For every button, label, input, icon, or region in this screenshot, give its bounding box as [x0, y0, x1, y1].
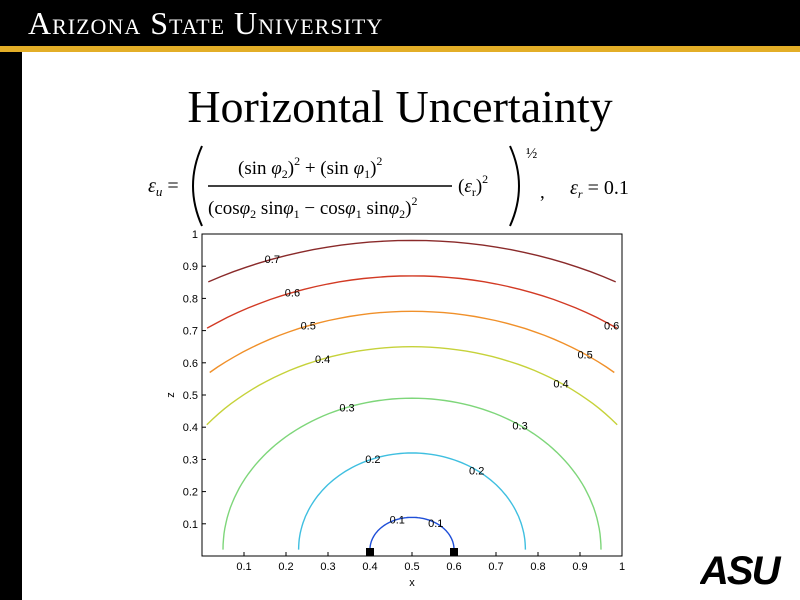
asu-logo: ASU	[700, 549, 784, 588]
contour-line-0.6	[206, 275, 618, 329]
y-tick-label: 1	[192, 229, 198, 241]
left-side-bar	[0, 52, 22, 600]
equation-lhs: εu =	[148, 175, 179, 199]
contour-label-0.4: 0.4	[553, 378, 568, 390]
right-big-paren	[509, 145, 520, 227]
contour-label-0.6: 0.6	[285, 287, 300, 299]
y-tick-label: 0.2	[183, 487, 198, 499]
y-tick-label: 0.4	[183, 422, 198, 434]
slide-title: Horizontal Uncertainty	[187, 81, 613, 132]
contour-label-0.2: 0.2	[469, 465, 484, 477]
x-tick-label: 0.1	[236, 561, 251, 573]
contour-label-0.4: 0.4	[315, 354, 330, 366]
plot-area	[201, 233, 623, 557]
equation-numerator: (sin φ2)2 + (sin φ1)2	[238, 154, 382, 181]
y-tick-label: 0.8	[183, 293, 198, 305]
y-tick-label: 0.9	[183, 261, 198, 273]
x-tick-label: 0.9	[572, 561, 587, 573]
x-tick-label: 0.4	[362, 561, 377, 573]
contour-label-0.2: 0.2	[365, 454, 380, 466]
uncertainty-equation: εu = (sin φ2)2 + (sin φ1)2 (cosφ2 sinφ1 …	[148, 145, 629, 227]
y-tick-label: 0.3	[183, 454, 198, 466]
gold-divider	[0, 46, 800, 52]
x-tick-label: 0.5	[404, 561, 419, 573]
university-name: Arizona State University	[28, 5, 384, 41]
x-tick-label: 1	[619, 561, 625, 573]
contour-line-0.7	[208, 239, 616, 283]
y-axis-label: z	[165, 392, 177, 398]
contour-label-0.1: 0.1	[390, 514, 405, 526]
contour-line-0.3	[222, 397, 602, 550]
contour-lines	[206, 239, 618, 550]
contour-label-0.5: 0.5	[577, 349, 592, 361]
x-axis-ticks: 0.1 0.2 0.3 0.4 0.5 0.6 0.7 0.8 0.9 1	[236, 552, 625, 573]
y-tick-label: 0.1	[183, 519, 198, 531]
x-tick-label: 0.2	[278, 561, 293, 573]
contour-label-0.5: 0.5	[301, 321, 316, 333]
x-axis-label: x	[409, 577, 415, 589]
x-tick-label: 0.7	[488, 561, 503, 573]
contour-label-0.7: 0.7	[265, 254, 280, 266]
y-tick-label: 0.5	[183, 390, 198, 402]
left-big-paren	[192, 145, 203, 227]
equation-power: ½	[526, 146, 537, 162]
contour-line-0.1	[369, 516, 455, 550]
asu-logo-text: ASU	[700, 549, 782, 588]
contour-line-0.2	[297, 452, 527, 550]
contour-labels: 0.1 0.1 0.2 0.2 0.3 0.3 0.4 0.4 0.5 0.5 0.6 0.6 0.7	[265, 254, 620, 530]
y-axis-ticks: 0.1 0.2 0.3 0.4 0.5 0.6 0.7 0.8 0.9 1	[183, 229, 206, 531]
contour-label-0.6: 0.6	[604, 320, 619, 332]
contour-line-0.5	[209, 310, 615, 374]
y-tick-label: 0.6	[183, 358, 198, 370]
x-tick-label: 0.3	[320, 561, 335, 573]
contour-label-0.3: 0.3	[339, 402, 354, 414]
equation-condition: εr = 0.1	[570, 177, 629, 201]
contour-line-0.4	[206, 345, 618, 426]
contour-label-0.1: 0.1	[428, 518, 443, 530]
contour-label-0.3: 0.3	[512, 421, 527, 433]
contour-chart: 0.1 0.10.20.20.30.30.40.40.50.50.60.60.7 …	[165, 229, 625, 589]
equation-factor: (εr)2	[458, 172, 488, 199]
x-tick-label: 0.6	[446, 561, 461, 573]
y-tick-label: 0.7	[183, 326, 198, 338]
x-tick-label: 0.8	[530, 561, 545, 573]
plot-frame	[201, 233, 623, 557]
svg-text:,: ,	[540, 182, 545, 203]
equation-denominator: (cosφ2 sinφ1 − cosφ1 sinφ2)2	[208, 194, 417, 221]
header-banner: Arizona State University	[0, 0, 800, 46]
